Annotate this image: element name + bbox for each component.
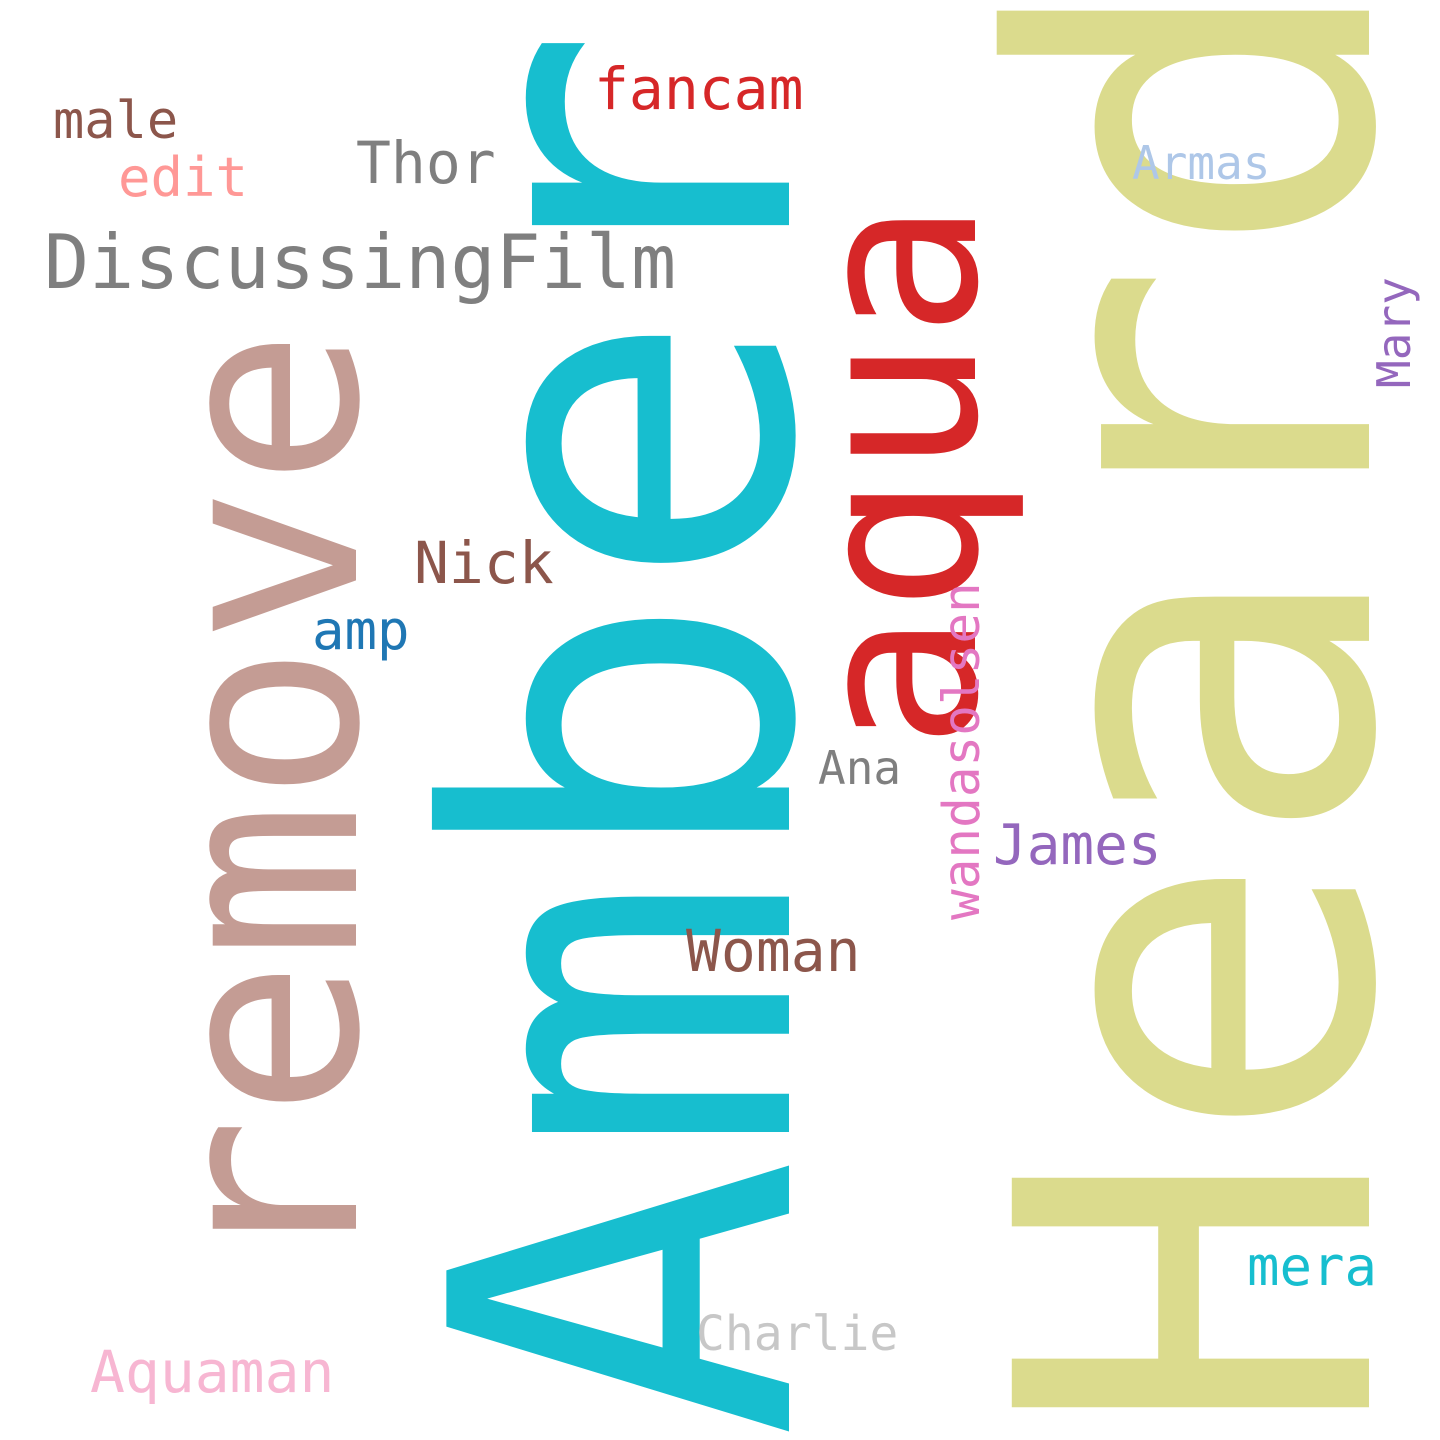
word-mera: mera [1247, 1235, 1378, 1298]
word-nick: Nick [414, 529, 554, 597]
word-mary: Mary [1367, 277, 1421, 388]
word-ana: Ana [818, 741, 902, 795]
word-discussingfilm: DiscussingFilm [44, 218, 677, 306]
word-charlie: Charlie [696, 1306, 899, 1362]
word-armas: Armas [1132, 136, 1271, 190]
word-male: male [53, 91, 179, 151]
word-woman: Woman [686, 917, 861, 985]
word-amp: amp [312, 599, 410, 662]
word-aquaman: Aquaman [90, 1338, 335, 1406]
word-wandasolsen: wandasolsen [933, 582, 992, 920]
word-edit: edit [118, 146, 249, 209]
word-james: James [993, 813, 1162, 878]
word-thor: Thor [356, 129, 496, 197]
word-fancam: fancam [594, 55, 804, 123]
word-remove: remove [113, 328, 418, 1275]
